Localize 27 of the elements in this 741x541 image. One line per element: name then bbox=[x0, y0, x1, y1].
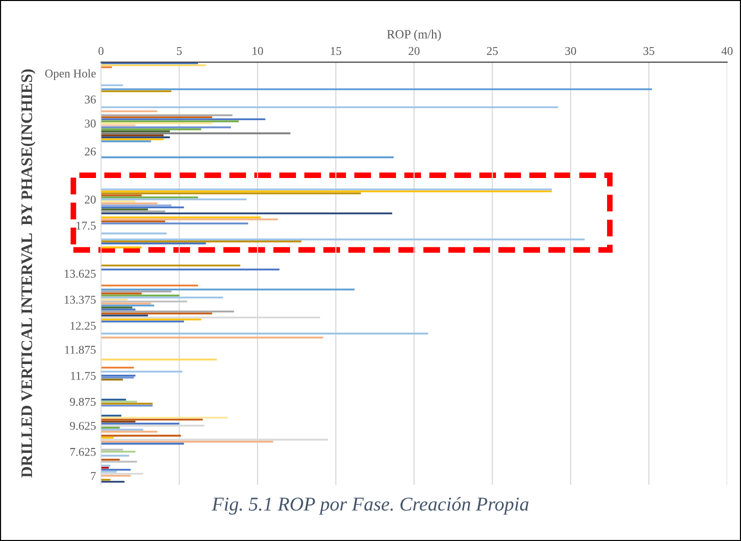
y-tick-label: 12.25 bbox=[70, 322, 96, 330]
y-tick-label: 26 bbox=[84, 148, 96, 156]
y-tick-label: 20 bbox=[84, 196, 96, 204]
y-tick-label: 11.75 bbox=[71, 372, 96, 380]
y-tick-label: 11.875 bbox=[65, 346, 96, 354]
y-tick-label: Open Hole bbox=[45, 69, 96, 80]
y-tick-label: 7.625 bbox=[70, 448, 96, 456]
y-tick-label: 17.5 bbox=[76, 222, 96, 230]
x-tick-label: 25 bbox=[486, 47, 498, 55]
y-tick-label: 13.375 bbox=[64, 296, 96, 304]
x-tick-label: 40 bbox=[721, 46, 733, 55]
x-tick-label: 0 bbox=[98, 46, 104, 55]
x-axis-title: ROP (m/h) bbox=[387, 30, 441, 41]
caption: Fig. 5.1 ROP por Fase. Creación Propia bbox=[212, 497, 528, 515]
y-axis-title: DRILLED VERTICAL INTERVAL BY PHASE(INCHIES) bbox=[20, 69, 36, 478]
y-tick-label: 13.625 bbox=[64, 270, 96, 278]
y-tick-label: 30 bbox=[84, 120, 96, 128]
x-tick-label: 30 bbox=[565, 46, 576, 55]
x-tick-label: 15 bbox=[330, 47, 342, 55]
x-tick-label: 35 bbox=[644, 47, 654, 55]
y-tick-label: 9.625 bbox=[70, 422, 96, 430]
y-tick-label: 7 bbox=[91, 472, 96, 480]
x-tick-label: 10 bbox=[252, 46, 263, 55]
x-tick-label: 20 bbox=[408, 46, 420, 55]
y-tick-label: 9.875 bbox=[70, 398, 96, 406]
y-tick-label: 36 bbox=[84, 96, 96, 104]
x-tick-label: 5 bbox=[177, 47, 182, 55]
